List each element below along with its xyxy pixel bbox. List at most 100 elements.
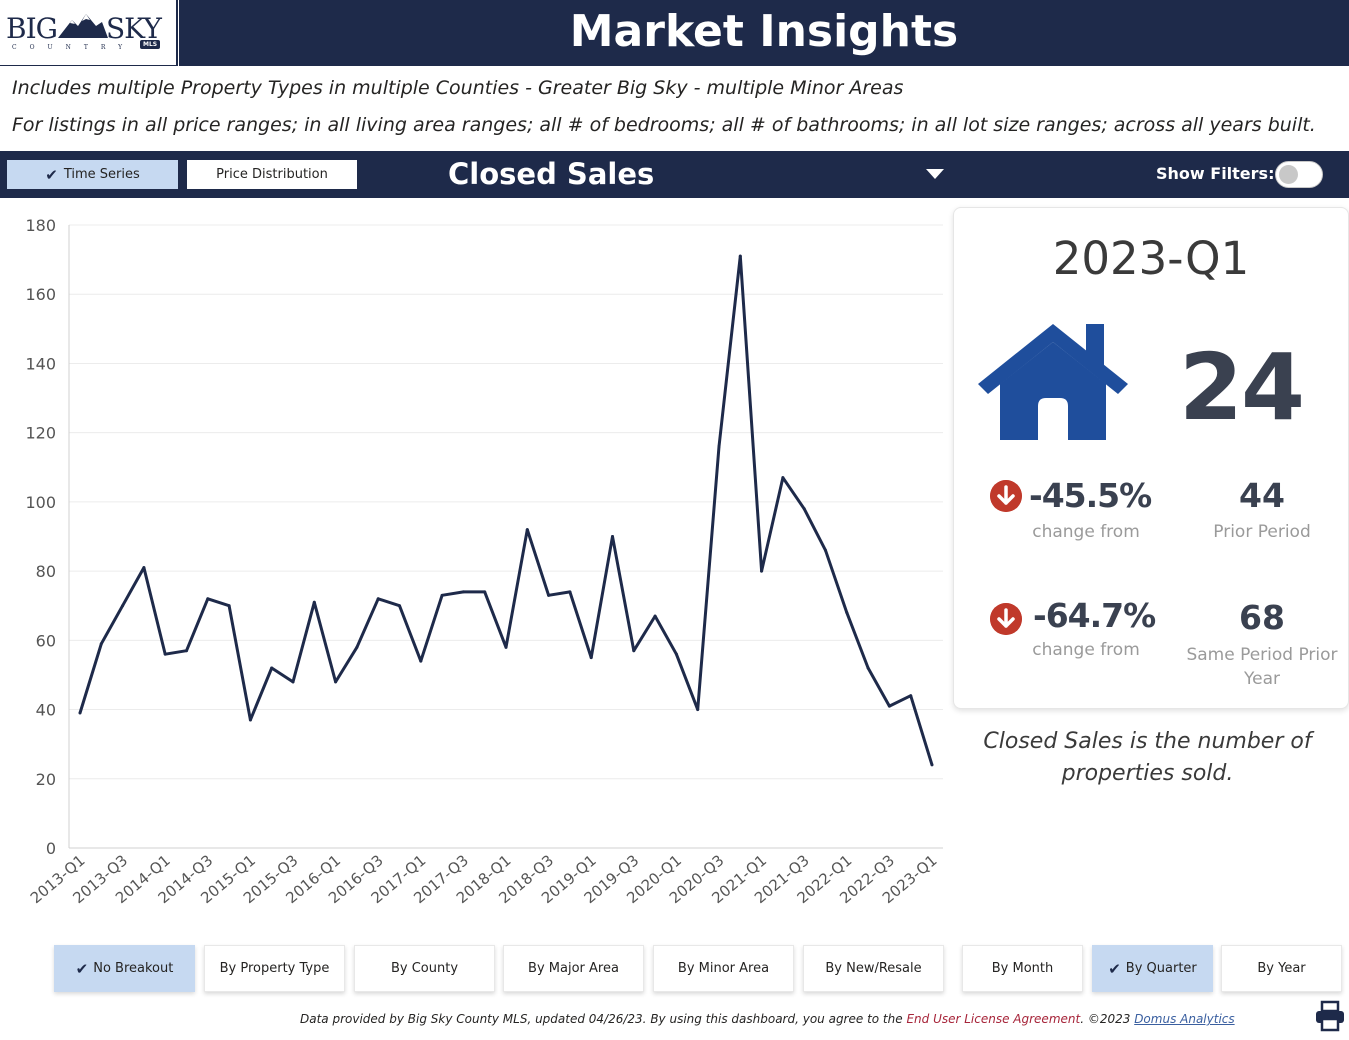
data-point — [866, 666, 870, 670]
price-distribution-label: Price Distribution — [216, 167, 328, 182]
checkmark-icon: ✔ — [1108, 959, 1121, 978]
closed-sales-series-line — [78, 254, 934, 766]
data-point — [78, 711, 82, 715]
change-year-label: change from — [1032, 640, 1140, 660]
filter-description-1: Includes multiple Property Types in mult… — [12, 77, 904, 99]
by-minor-area-button[interactable]: By Minor Area — [653, 945, 794, 992]
logo-text-sky: SKY — [106, 12, 162, 45]
by-major-area-button[interactable]: By Major Area — [503, 945, 644, 992]
data-point — [99, 642, 103, 646]
print-icon[interactable] — [1314, 1000, 1346, 1032]
by-year-button[interactable]: By Year — [1221, 945, 1342, 992]
button-label: By Quarter — [1125, 961, 1197, 976]
data-point — [930, 763, 934, 767]
data-point — [312, 600, 316, 604]
button-label: By Major Area — [528, 961, 619, 976]
title-bar: Market Insights — [179, 0, 1349, 66]
button-label: By Month — [991, 961, 1054, 976]
data-point — [738, 254, 742, 258]
button-label: By Minor Area — [677, 961, 770, 976]
data-point — [632, 649, 636, 653]
data-point — [270, 666, 274, 670]
prior-period-label: Prior Period — [1213, 522, 1311, 542]
change-prior-pct: -45.5% — [1029, 476, 1152, 515]
data-point — [760, 569, 764, 573]
metric-dropdown[interactable]: Closed Sales — [438, 151, 956, 198]
show-filters-label: Show Filters: — [1156, 164, 1275, 183]
show-filters-toggle[interactable] — [1275, 161, 1323, 188]
button-label: By County — [390, 961, 459, 976]
same-period-label-2: Year — [1244, 669, 1280, 689]
data-point — [440, 593, 444, 597]
logo-mls-badge: MLS — [140, 40, 161, 49]
no-breakout-button[interactable]: ✔ No Breakout — [54, 945, 195, 992]
data-point — [419, 659, 423, 663]
data-point — [781, 476, 785, 480]
data-point — [824, 548, 827, 552]
data-point — [185, 649, 188, 653]
by-new-resale-button[interactable]: By New/Resale — [803, 945, 944, 992]
time-series-button[interactable]: ✔ Time Series — [7, 160, 178, 189]
data-point — [547, 593, 551, 597]
data-point — [163, 652, 167, 656]
data-point — [525, 528, 529, 532]
eula-link[interactable]: End User License Agreement — [906, 1012, 1081, 1026]
button-label: By Year — [1257, 961, 1306, 976]
by-quarter-button[interactable]: ✔ By Quarter — [1092, 945, 1213, 992]
by-month-button[interactable]: By Month — [962, 945, 1083, 992]
data-point — [568, 590, 572, 594]
page-title: Market Insights — [569, 6, 959, 57]
logo-subtitle: COUNTRY — [12, 44, 136, 51]
by-county-button[interactable]: By County — [354, 945, 495, 992]
y-tick-label: 60 — [36, 631, 56, 650]
mountain-icon — [58, 14, 108, 38]
data-point — [291, 680, 295, 684]
prior-period-value: 44 — [1239, 476, 1285, 515]
house-icon — [978, 324, 1128, 440]
data-point — [142, 566, 146, 570]
y-tick-label: 160 — [25, 285, 56, 304]
same-period-label-1: Same Period Prior — [1186, 645, 1338, 665]
control-bar: ✔ Time Series Price Distribution Closed … — [0, 151, 1349, 198]
definition-line-2: properties sold. — [1061, 761, 1234, 786]
kpi-value: 24 — [1179, 334, 1305, 441]
metric-dropdown-value: Closed Sales — [448, 157, 655, 191]
y-tick-label: 80 — [36, 562, 56, 581]
data-point — [504, 645, 508, 649]
header: BIG SKY COUNTRY MLS Market Insights — [0, 0, 1349, 66]
y-tick-label: 40 — [36, 701, 56, 720]
kpi-card: 2023-Q1 24 -45.5% change from 44 Prior P… — [953, 207, 1349, 709]
y-tick-label: 140 — [25, 354, 56, 373]
price-distribution-button[interactable]: Price Distribution — [187, 160, 357, 189]
button-label: No Breakout — [93, 961, 174, 976]
toggle-knob — [1279, 165, 1298, 184]
filter-description-2: For listings in all price ranges; in all… — [12, 114, 1316, 136]
footer-copyright: . ©2023 — [1080, 1012, 1135, 1026]
data-point — [887, 704, 891, 708]
data-point — [398, 604, 401, 608]
y-tick-label: 120 — [25, 424, 56, 443]
data-point — [248, 718, 252, 722]
down-arrow-icon — [990, 603, 1022, 635]
logo-text-big: BIG — [6, 12, 58, 45]
data-point — [611, 535, 614, 538]
definition-line-1: Closed Sales is the number of — [983, 729, 1312, 754]
time-series-label: Time Series — [63, 167, 140, 182]
by-property-type-button[interactable]: By Property Type — [204, 945, 345, 992]
data-point — [206, 597, 210, 601]
checkmark-icon: ✔ — [45, 165, 58, 184]
footer-text: Data provided by Big Sky County MLS, upd… — [300, 1012, 907, 1026]
data-point — [653, 614, 657, 618]
logo: BIG SKY COUNTRY MLS — [0, 0, 178, 66]
y-tick-label: 20 — [36, 770, 56, 789]
kpi-period: 2023-Q1 — [1052, 232, 1250, 285]
data-point — [696, 708, 700, 712]
button-label: By New/Resale — [825, 961, 922, 976]
same-period-value: 68 — [1239, 598, 1285, 637]
data-point — [355, 645, 359, 649]
down-arrow-icon — [990, 480, 1022, 512]
data-point — [589, 656, 593, 660]
domus-analytics-link[interactable]: Domus Analytics — [1134, 1012, 1235, 1026]
metric-definition: Closed Sales is the number of properties… — [980, 726, 1315, 790]
data-point — [121, 604, 125, 608]
